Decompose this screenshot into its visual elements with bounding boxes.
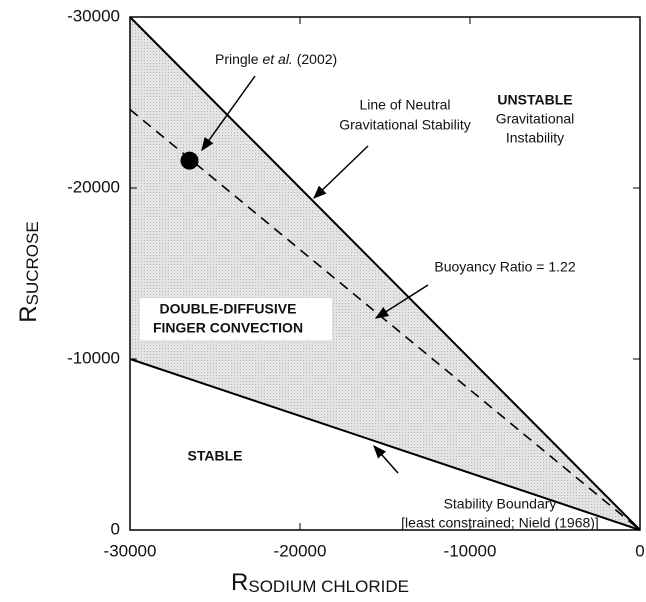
annotation: Line of Neutral: [359, 97, 450, 113]
arrow: [201, 75, 256, 152]
x-axis-label-main: R: [231, 569, 248, 596]
arrow: [373, 444, 399, 474]
annotation: Gravitational Stability: [339, 117, 471, 133]
y-tick-label: -30000: [67, 6, 120, 25]
y-axis-label: RSUCROSE: [15, 221, 42, 322]
annotation-part: et al.: [262, 51, 292, 67]
annotation: DOUBLE-DIFFUSIVE: [160, 301, 297, 317]
annotation-part: Pringle: [215, 51, 262, 67]
series-line: [129, 108, 641, 531]
annotation: STABLE: [188, 448, 243, 464]
x-axis-label: RSODIUM CHLORIDE: [231, 569, 409, 596]
annotation: UNSTABLE: [497, 92, 572, 108]
x-tick-label: 0: [635, 541, 644, 560]
y-tick-label: -20000: [67, 177, 120, 196]
annotation: Stability Boundary: [444, 496, 557, 512]
series-line: [129, 358, 641, 531]
annotation: [least constrained; Nield (1968)]: [401, 515, 599, 531]
arrow: [374, 284, 429, 319]
y-axis-label-main: R: [15, 305, 42, 322]
annotation: Instability: [506, 130, 564, 146]
y-tick-label: 0: [111, 519, 120, 538]
annotations: Pringle et al. (2002) UNSTABLE Gravitati…: [140, 51, 599, 531]
y-axis-label-sub: SUCROSE: [23, 221, 42, 305]
x-tick-label: -20000: [274, 541, 327, 560]
annotation: FINGER CONVECTION: [153, 320, 303, 336]
annotation: Pringle et al. (2002): [215, 51, 337, 67]
annotation: Buoyancy Ratio = 1.22: [434, 259, 575, 275]
label-box: [140, 298, 332, 340]
annotation: Gravitational: [496, 111, 575, 127]
y-tick-label: -10000: [67, 348, 120, 367]
x-axis-label-sub: SODIUM CHLORIDE: [248, 577, 409, 596]
data-point: [180, 151, 199, 170]
series-line: [129, 16, 641, 531]
plot-layer: -30000 -20000 -10000 0 0 -10000 -20000 -30000: [67, 6, 645, 560]
plot-frame: [129, 16, 641, 531]
arrow: [313, 145, 369, 199]
x-tick-label: -10000: [444, 541, 497, 560]
annotation-part: (2002): [293, 51, 337, 67]
x-tick-label: -30000: [104, 541, 157, 560]
